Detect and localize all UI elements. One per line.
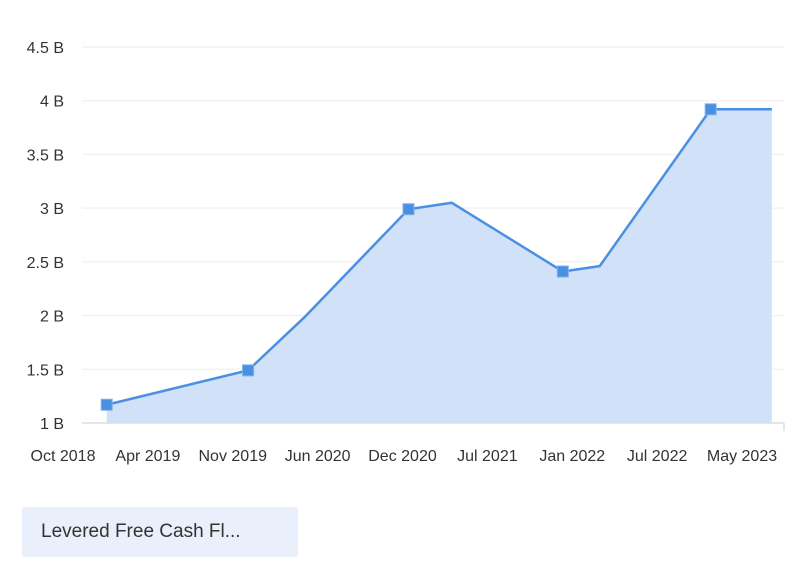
y-tick-label: 2 B (40, 309, 64, 326)
data-point-marker (242, 364, 255, 377)
y-tick-label: 4 B (40, 94, 64, 111)
x-tick-label: Jul 2022 (627, 448, 688, 465)
data-point-marker (556, 265, 569, 278)
data-point-marker (402, 203, 415, 216)
series-markers (100, 103, 717, 411)
y-tick-label: 2.5 B (27, 255, 64, 272)
series-line (106, 108, 772, 406)
data-point-marker (704, 103, 717, 116)
y-tick-label: 3 B (40, 201, 64, 218)
y-tick-label: 1.5 B (27, 362, 64, 379)
x-tick-label: Nov 2019 (199, 448, 268, 465)
x-tick-label: Jul 2021 (457, 448, 518, 465)
area-fill (106, 109, 772, 424)
x-tick-label: Dec 2020 (368, 448, 437, 465)
x-tick-label: May 2023 (707, 448, 777, 465)
y-tick-label: 1 B (40, 416, 64, 433)
x-tick-label: Oct 2018 (31, 448, 96, 465)
y-tick-label: 4.5 B (27, 40, 64, 57)
x-axis-tick-labels: Oct 2018 Apr 2019 Nov 2019 Jun 2020 Dec 2020… (31, 448, 778, 465)
x-tick-label: Jun 2020 (285, 448, 351, 465)
series-tab-levered-free-cash-flow[interactable]: Levered Free Cash Fl... (22, 507, 298, 557)
y-tick-label: 3.5 B (27, 147, 64, 164)
data-point-marker (100, 398, 113, 411)
y-axis-tick-labels: 1 B 1.5 B 2 B 2.5 B 3 B 3.5 B 4 B 4.5 B (27, 40, 64, 433)
chart: 1 B 1.5 B 2 B 2.5 B 3 B 3.5 B 4 B 4.5 B Oct 201… (27, 40, 785, 465)
axes (82, 422, 785, 431)
series-line-path (106, 108, 772, 406)
x-tick-label: Jan 2022 (539, 448, 605, 465)
x-tick-label: Apr 2019 (115, 448, 180, 465)
series-area (106, 109, 772, 424)
